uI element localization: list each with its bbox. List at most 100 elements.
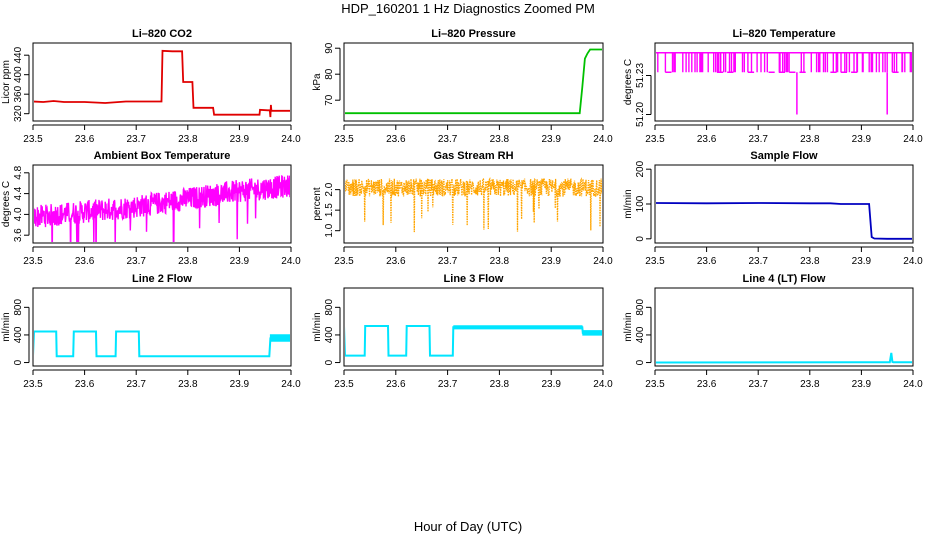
y-axis-label: degrees C xyxy=(1,181,12,227)
x-tick-label: 23.7 xyxy=(126,134,146,145)
x-tick-label: 23.7 xyxy=(126,256,146,267)
x-tick-label: 23.7 xyxy=(438,379,458,390)
x-tick-label: 23.8 xyxy=(490,256,510,267)
x-tick-label: 23.6 xyxy=(697,256,717,267)
y-tick-label: 90 xyxy=(324,42,335,54)
x-tick-label: 23.8 xyxy=(490,134,510,145)
y-tick-label: 4.0 xyxy=(13,207,24,221)
y-axis-label: percent xyxy=(312,187,323,221)
series-line xyxy=(345,325,602,357)
figure-xlabel: Hour of Day (UTC) xyxy=(414,519,522,534)
x-tick-label: 23.6 xyxy=(697,379,717,390)
y-axis-label: ml/min xyxy=(312,312,323,341)
x-tick-label: 23.9 xyxy=(541,379,561,390)
x-tick-label: 23.6 xyxy=(75,256,95,267)
y-tick-label: 100 xyxy=(635,195,646,212)
x-tick-label: 23.9 xyxy=(230,134,250,145)
y-tick-label: 0 xyxy=(324,359,335,365)
panel-6: Sample Flow ml/min 23.5 23.6 23.7 23.8 23.9 24.… xyxy=(623,150,923,267)
plot-frame xyxy=(32,42,292,122)
x-tick-label: 23.9 xyxy=(541,134,561,145)
panel-title: Li–820 CO2 xyxy=(132,28,192,40)
x-tick-label: 23.7 xyxy=(748,379,768,390)
panel-2: Li–820 Pressure kPa 23.5 23.6 23.7 23.8 23.9 24… xyxy=(312,28,613,145)
panel-title: Ambient Box Temperature xyxy=(94,150,231,162)
series-group xyxy=(656,202,912,240)
x-tick-label: 23.6 xyxy=(75,134,95,145)
panel-title: Gas Stream RH xyxy=(433,150,513,162)
x-tick-label: 24.0 xyxy=(593,134,613,145)
panel-title: Line 2 Flow xyxy=(132,273,192,285)
series-noise xyxy=(453,325,602,336)
x-tick-label: 23.9 xyxy=(230,256,250,267)
x-tick-label: 23.6 xyxy=(386,134,406,145)
x-tick-label: 23.9 xyxy=(852,134,872,145)
series-group xyxy=(34,174,290,242)
x-tick-label: 24.0 xyxy=(593,379,613,390)
x-tick-label: 23.5 xyxy=(23,379,43,390)
y-tick-label: 400 xyxy=(635,326,646,343)
x-tick-label: 23.6 xyxy=(386,256,406,267)
plot-frame xyxy=(343,164,604,244)
series-group xyxy=(345,177,602,233)
y-axis-label: Licor ppm xyxy=(1,60,12,104)
figure-title: HDP_160201 1 Hz Diagnostics Zoomed PM xyxy=(341,1,595,16)
x-tick-label: 23.8 xyxy=(800,134,820,145)
y-tick-label: 0 xyxy=(13,359,24,365)
x-tick-label: 23.5 xyxy=(645,134,665,145)
x-tick-label: 23.5 xyxy=(334,256,354,267)
x-tick-label: 24.0 xyxy=(593,256,613,267)
x-tick-label: 23.6 xyxy=(386,379,406,390)
x-tick-label: 24.0 xyxy=(281,134,301,145)
y-tick-label: 70 xyxy=(324,94,335,106)
series-line xyxy=(34,330,290,358)
x-tick-label: 23.7 xyxy=(126,379,146,390)
x-tick-label: 23.5 xyxy=(23,134,43,145)
y-tick-label: 360 xyxy=(13,85,24,102)
y-axis-label: degrees C xyxy=(623,59,634,105)
x-tick-label: 23.9 xyxy=(230,379,250,390)
x-tick-label: 24.0 xyxy=(903,134,923,145)
panels-grid: Li–820 CO2 Licor ppm 23.5 23.6 23.7 23.8 23.9 2… xyxy=(1,28,923,390)
y-axis-label: ml/min xyxy=(1,312,12,341)
series-group xyxy=(345,48,602,115)
x-tick-label: 23.9 xyxy=(852,379,872,390)
panel-title: Line 3 Flow xyxy=(444,273,504,285)
y-tick-label: 51.20 xyxy=(635,102,646,127)
series-line xyxy=(656,52,912,73)
y-axis-label: kPa xyxy=(312,73,323,91)
x-tick-label: 23.8 xyxy=(800,379,820,390)
panel-title: Li–820 Pressure xyxy=(431,28,515,40)
y-tick-label: 200 xyxy=(635,160,646,177)
y-tick-label: 320 xyxy=(13,105,24,122)
plot-frame xyxy=(654,287,914,367)
plot-frame xyxy=(32,287,292,367)
x-tick-label: 23.7 xyxy=(748,256,768,267)
y-tick-label: 0 xyxy=(635,236,646,242)
plot-frame xyxy=(32,164,292,244)
y-tick-label: 800 xyxy=(635,299,646,316)
series-line xyxy=(34,49,290,118)
y-tick-label: 440 xyxy=(13,46,24,63)
plot-frame xyxy=(654,164,914,244)
y-tick-label: 4.4 xyxy=(13,186,24,200)
panel-title: Line 4 (LT) Flow xyxy=(743,273,826,285)
x-tick-label: 23.7 xyxy=(438,134,458,145)
x-tick-label: 24.0 xyxy=(903,256,923,267)
series-group xyxy=(656,352,912,364)
x-tick-label: 24.0 xyxy=(281,256,301,267)
panel-title: Li–820 Temperature xyxy=(732,28,835,40)
x-tick-label: 23.8 xyxy=(178,256,198,267)
panel-7: Line 2 Flow ml/min 23.5 23.6 23.7 23.8 23.9 24.… xyxy=(1,273,301,390)
x-tick-label: 23.6 xyxy=(75,379,95,390)
y-axis-label: ml/min xyxy=(623,189,634,218)
y-tick-label: 1.0 xyxy=(324,223,335,237)
y-tick-label: 0 xyxy=(635,359,646,365)
x-tick-label: 23.5 xyxy=(645,379,665,390)
y-tick-label: 400 xyxy=(324,326,335,343)
series-line xyxy=(345,177,602,233)
y-tick-label: 4.8 xyxy=(13,165,24,179)
panel-8: Line 3 Flow ml/min 23.5 23.6 23.7 23.8 23.9 24.… xyxy=(312,273,613,390)
series-group xyxy=(34,330,290,358)
